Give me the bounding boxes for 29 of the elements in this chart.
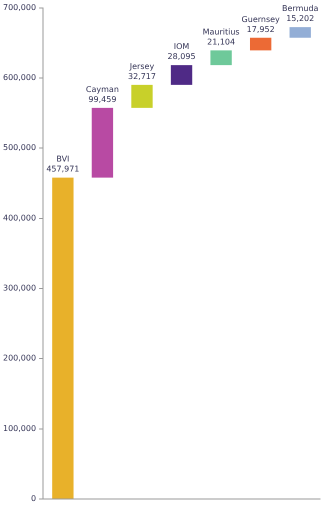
bar [52,178,74,498]
data-label: 457,971 [46,164,80,174]
data-label: 17,952 [246,24,275,34]
data-label: 32,717 [128,72,156,81]
y-tick-label: 0 [30,494,36,504]
x-tick-label: Bermuda [282,4,319,14]
x-tick-label: Jersey [128,62,154,71]
bar [131,84,153,108]
data-label: 21,104 [207,37,236,46]
data-label: 99,459 [88,94,116,104]
data-label: 28,095 [168,52,196,62]
y-tick-label: 500,000 [2,143,36,152]
y-tick-label: 700,000 [2,2,36,12]
x-tick-label: Guernsey [242,14,280,24]
bar [92,108,114,178]
y-tick-label: 600,000 [2,73,36,82]
x-tick-label: IOM [174,42,190,52]
x-tick-label: Mauritius [202,27,240,36]
y-tick-label: 400,000 [2,213,36,222]
y-tick-label: 200,000 [2,354,36,363]
x-tick-label: Cayman [86,84,119,94]
x-tick-label: BVI [56,154,70,164]
bar [170,65,192,85]
bar [210,50,232,66]
bar [250,38,272,50]
data-label: 15,202 [286,14,314,24]
bar [290,27,311,38]
y-tick-label: 100,000 [2,424,36,433]
y-tick-label: 300,000 [2,284,36,293]
